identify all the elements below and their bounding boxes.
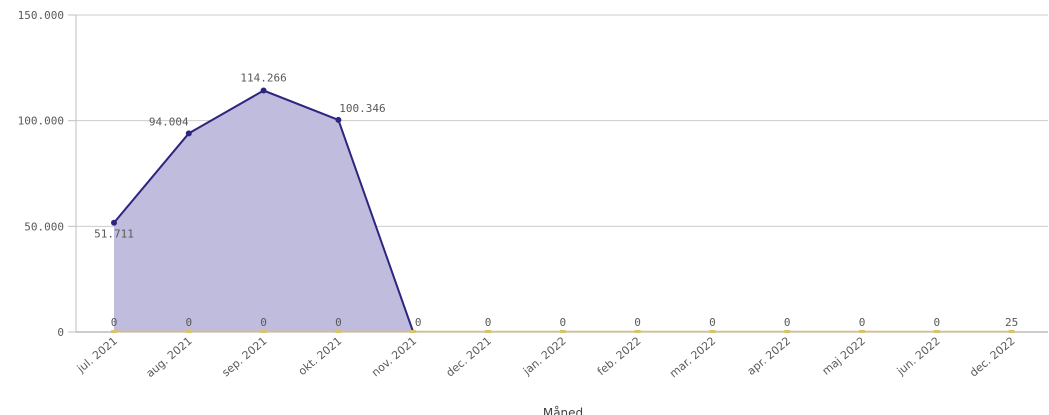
y-tick-label: 150.000	[18, 9, 64, 22]
x-tick-label: dec. 2021	[444, 334, 494, 379]
data-label: 51.711	[94, 228, 134, 241]
data-labels: 51.711 94.004 114.266 100.346 0 0 0 0 0 0 0 0 0 0 0 0 25	[94, 72, 1018, 329]
y-tick-label: 0	[57, 326, 64, 339]
y-tick-label: 100.000	[18, 115, 64, 128]
data-point[interactable]	[185, 130, 192, 137]
data-label: 0	[784, 316, 791, 329]
x-tick-label: aug. 2021	[144, 334, 195, 380]
data-point[interactable]	[709, 330, 716, 333]
x-tick-label: sep. 2021	[219, 334, 269, 379]
data-label: 25	[1005, 316, 1018, 329]
data-label: 114.266	[240, 72, 286, 85]
data-label: 0	[335, 316, 342, 329]
data-point[interactable]	[410, 330, 417, 333]
data-label: 0	[859, 316, 866, 329]
x-tick-label: dec. 2022	[967, 334, 1017, 379]
x-tick-label: jan. 2022	[520, 334, 569, 378]
data-label: 0	[933, 316, 940, 329]
data-point[interactable]	[859, 330, 865, 333]
x-axis: jul. 2021 aug. 2021 sep. 2021 okt. 2021 nov.…	[74, 334, 1018, 380]
x-axis-title: Måned	[543, 406, 583, 415]
data-label: 0	[634, 316, 641, 329]
data-label: 0	[485, 316, 492, 329]
data-point[interactable]	[559, 330, 566, 333]
y-axis: 0 50.000 100.000 150.000	[18, 9, 77, 339]
x-tick-label: okt. 2021	[296, 334, 345, 378]
x-tick-label: jul. 2021	[74, 334, 120, 376]
data-label: 0	[185, 316, 192, 329]
data-point[interactable]	[185, 330, 192, 333]
data-point[interactable]	[111, 330, 117, 333]
data-points[interactable]	[111, 87, 1015, 333]
data-point[interactable]	[634, 330, 641, 333]
y-tick-label: 50.000	[24, 220, 64, 233]
data-label: 0	[709, 316, 716, 329]
data-label: 94.004	[149, 115, 189, 128]
data-label: 0	[415, 316, 422, 329]
x-tick-label: apr. 2022	[745, 334, 793, 378]
x-tick-label: mar. 2022	[667, 334, 718, 380]
data-point[interactable]	[335, 330, 342, 333]
x-tick-label: maj 2022	[820, 334, 868, 377]
data-point[interactable]	[260, 330, 267, 333]
area-fill	[114, 90, 414, 332]
data-point[interactable]	[784, 330, 791, 333]
x-tick-label: feb. 2022	[595, 334, 644, 378]
x-tick-label: jun. 2022	[894, 334, 943, 378]
data-label: 0	[111, 316, 118, 329]
data-point[interactable]	[933, 330, 940, 333]
data-point[interactable]	[335, 116, 342, 123]
data-point[interactable]	[1008, 330, 1015, 333]
data-label: 0	[559, 316, 566, 329]
data-point[interactable]	[111, 219, 117, 226]
data-point[interactable]	[260, 87, 267, 94]
data-point[interactable]	[485, 330, 491, 333]
x-tick-label: nov. 2021	[369, 334, 419, 379]
data-label: 0	[260, 316, 267, 329]
data-label: 100.346	[339, 102, 385, 115]
